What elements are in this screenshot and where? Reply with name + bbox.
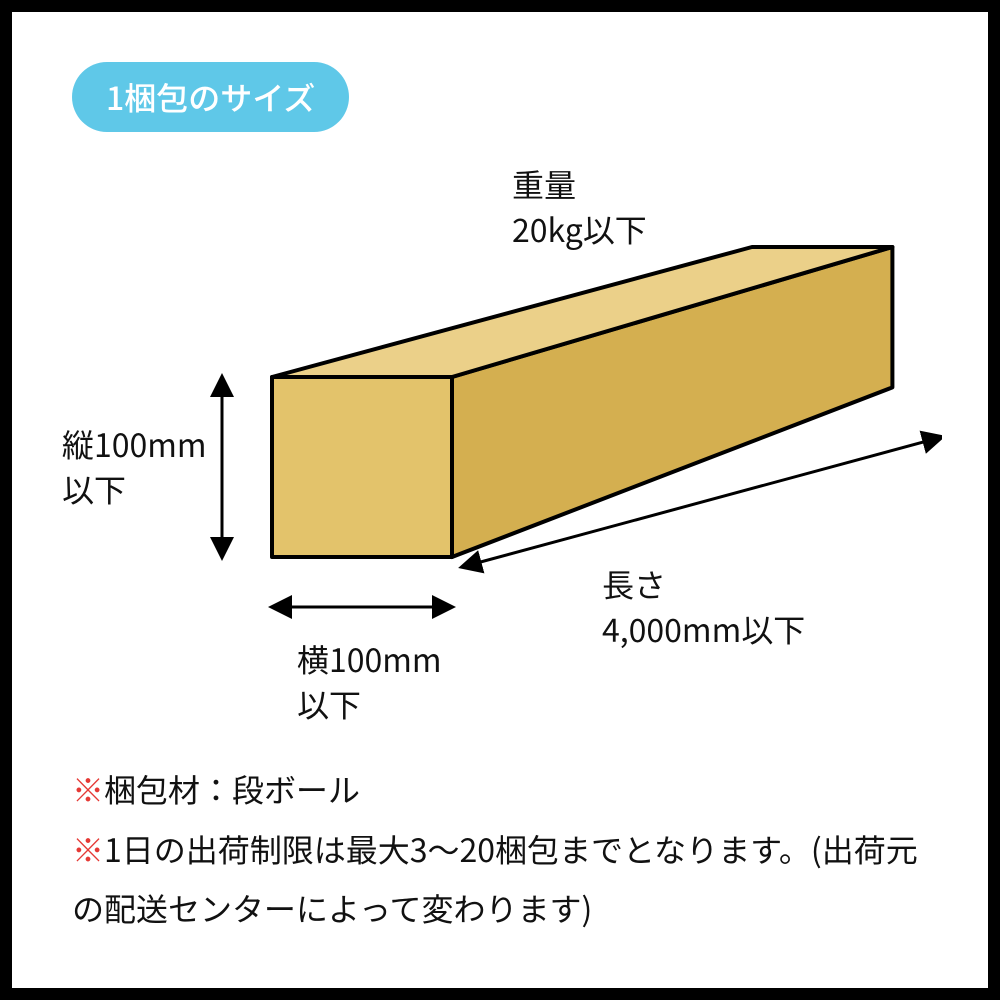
width-label: 横100mm 以下 (297, 637, 442, 727)
height-line2: 以下 (62, 467, 207, 512)
length-label: 長さ 4,000mm以下 (602, 562, 805, 652)
note-2-text: 1日の出荷制限は最大3〜20梱包までとなります。(出荷元の配送センターによって変… (72, 826, 918, 931)
note-1-text: 梱包材：段ボール (104, 766, 360, 812)
width-line1: 横100mm (297, 637, 442, 682)
length-line1: 長さ (602, 562, 805, 607)
note-2: ※1日の出荷制限は最大3〜20梱包までとなります。(出荷元の配送センターによって… (72, 820, 928, 938)
size-badge-text: 1梱包のサイズ (106, 74, 315, 120)
weight-value: 20kg以下 (512, 207, 647, 252)
weight-title: 重量 (512, 162, 647, 207)
note-1: ※梱包材：段ボール (72, 760, 928, 819)
note-prefix: ※ (72, 766, 104, 812)
note-prefix: ※ (72, 826, 104, 872)
box-diagram: 重量 20kg以下 縦100mm 以下 横100mm 以下 長さ 4,000mm… (72, 162, 942, 722)
length-line2: 4,000mm以下 (602, 607, 805, 652)
size-badge: 1梱包のサイズ (72, 62, 349, 132)
frame: 1梱包のサイズ 重量 20kg以下 縦100mm 以下 (0, 0, 1000, 1000)
weight-label: 重量 20kg以下 (512, 162, 647, 252)
height-label: 縦100mm 以下 (62, 422, 207, 512)
width-line2: 以下 (297, 682, 442, 727)
height-line1: 縦100mm (62, 422, 207, 467)
notes: ※梱包材：段ボール ※1日の出荷制限は最大3〜20梱包までとなります。(出荷元の… (72, 760, 928, 938)
